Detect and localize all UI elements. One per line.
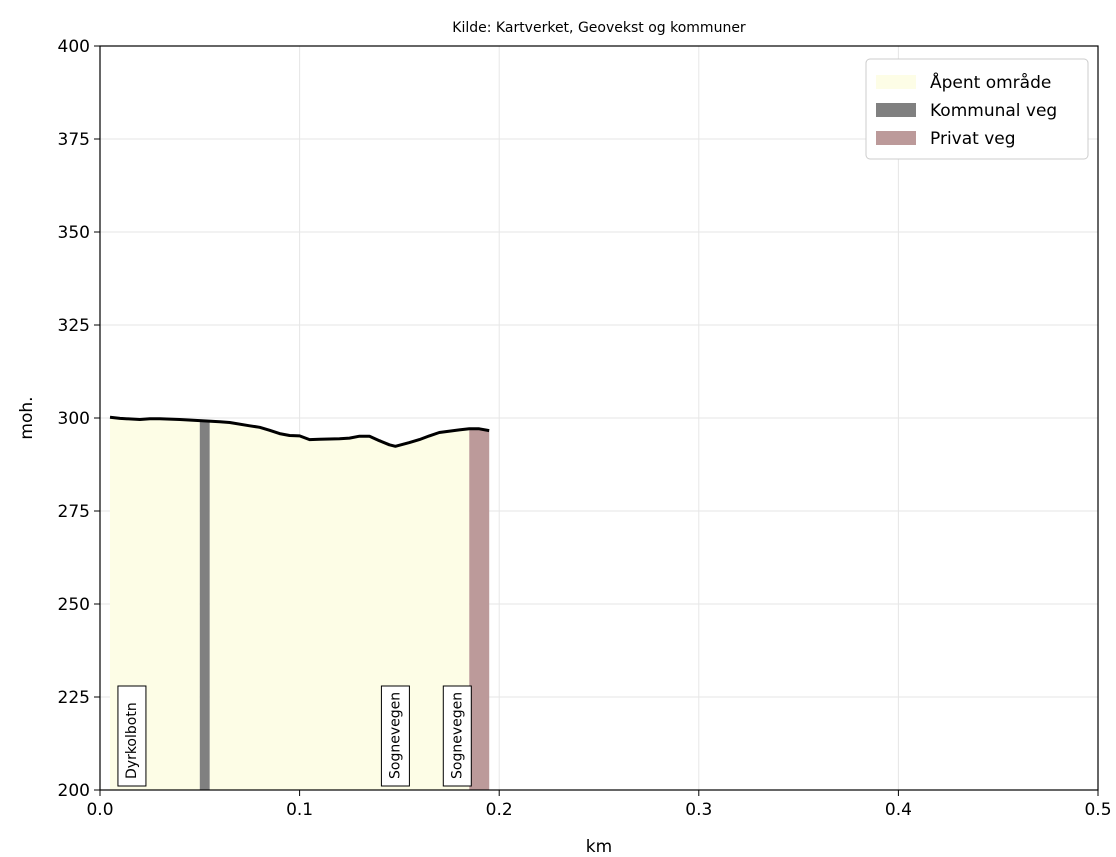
annotation: Sognevegen [380, 685, 410, 787]
annotation: Sognevegen [442, 685, 472, 787]
annotation-label: Dyrkolbotn [124, 702, 140, 779]
legend-swatch [876, 75, 916, 89]
y-tick-label: 300 [58, 409, 90, 429]
segment-privat-veg [469, 428, 490, 790]
terrain-fills [109, 417, 490, 790]
y-tick-label: 250 [58, 595, 90, 615]
x-tick-label: 0.1 [286, 800, 313, 820]
segment-kommunal-veg [199, 420, 210, 790]
annotation-label: Sognevegen [387, 692, 403, 779]
x-axis-ticks: 0.0 0.1 0.2 0.3 0.4 0.5 [86, 790, 1112, 820]
legend-label: Kommunal veg [930, 101, 1057, 121]
legend: Åpent område Kommunal veg Privat veg [865, 58, 1089, 160]
y-axis-ticks: 200 225 250 275 300 325 350 375 400 [58, 37, 100, 801]
x-tick-label: 0.4 [885, 800, 912, 820]
y-tick-label: 375 [58, 130, 90, 150]
x-tick-label: 0.0 [86, 800, 113, 820]
annotation-label: Sognevegen [449, 692, 465, 779]
chart-title: Kilde: Kartverket, Geovekst og kommuner [452, 20, 746, 36]
elevation-line [109, 415, 490, 448]
y-tick-label: 325 [58, 316, 90, 336]
legend-item: Kommunal veg [876, 101, 1057, 121]
y-tick-label: 400 [58, 37, 90, 57]
y-tick-label: 225 [58, 688, 90, 708]
x-tick-label: 0.5 [1084, 800, 1111, 820]
legend-swatch [876, 103, 916, 117]
elevation-profile-line [109, 415, 490, 448]
legend-box [865, 58, 1089, 160]
legend-swatch [876, 131, 916, 145]
y-tick-label: 275 [58, 502, 90, 522]
segment--pent-omr-de [209, 421, 470, 790]
annotation: Dyrkolbotn [117, 685, 147, 787]
y-tick-label: 200 [58, 781, 90, 801]
place-annotations: Dyrkolbotn Sognevegen Sognevegen [117, 685, 472, 787]
legend-item: Åpent område [876, 71, 1051, 93]
x-tick-label: 0.3 [685, 800, 712, 820]
x-axis-label: km [586, 837, 612, 857]
y-axis-label: moh. [17, 396, 37, 439]
annotation-box [117, 685, 147, 787]
annotation-box [380, 685, 410, 787]
y-tick-label: 350 [58, 223, 90, 243]
legend-label: Åpent område [930, 71, 1051, 93]
x-tick-label: 0.2 [486, 800, 513, 820]
legend-item: Privat veg [876, 129, 1016, 149]
legend-label: Privat veg [930, 129, 1016, 149]
annotation-box [442, 685, 472, 787]
